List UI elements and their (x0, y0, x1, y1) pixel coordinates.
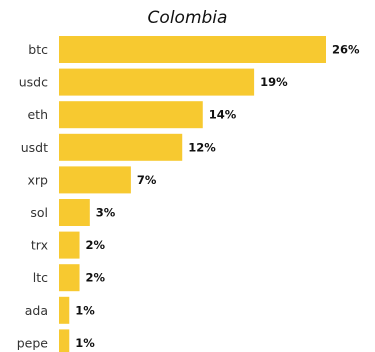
value-label-pepe: 1% (75, 336, 95, 350)
bar-ltc (59, 264, 80, 292)
bar-btc (59, 36, 326, 63)
chart-title: Colombia (147, 8, 228, 28)
bar-trx (59, 231, 80, 259)
bar-usdc (59, 68, 255, 96)
category-label-btc: btc (28, 42, 48, 57)
category-label-xrp: xrp (28, 172, 49, 187)
category-label-usdt: usdt (21, 140, 48, 155)
category-label-ada: ada (25, 303, 48, 318)
category-label-trx: trx (31, 238, 48, 253)
bar-usdt (59, 133, 183, 161)
value-label-trx: 2% (86, 238, 106, 252)
value-label-ltc: 2% (86, 271, 106, 285)
value-label-ada: 1% (75, 303, 95, 317)
bar-eth (59, 101, 203, 129)
category-label-pepe: pepe (17, 335, 49, 350)
category-label-usdc: usdc (19, 75, 48, 90)
category-label-eth: eth (27, 107, 48, 122)
bar-xrp (59, 166, 131, 194)
value-label-xrp: 7% (137, 173, 157, 187)
value-label-usdt: 12% (188, 140, 216, 154)
category-label-sol: sol (30, 205, 48, 220)
bar-ada (59, 296, 70, 324)
value-label-usdc: 19% (260, 75, 288, 89)
value-label-eth: 14% (209, 108, 237, 122)
bar-sol (59, 199, 90, 226)
category-label-ltc: ltc (33, 270, 48, 285)
value-label-btc: 26% (332, 43, 360, 57)
value-label-sol: 3% (96, 206, 116, 220)
bar-pepe (59, 329, 70, 352)
